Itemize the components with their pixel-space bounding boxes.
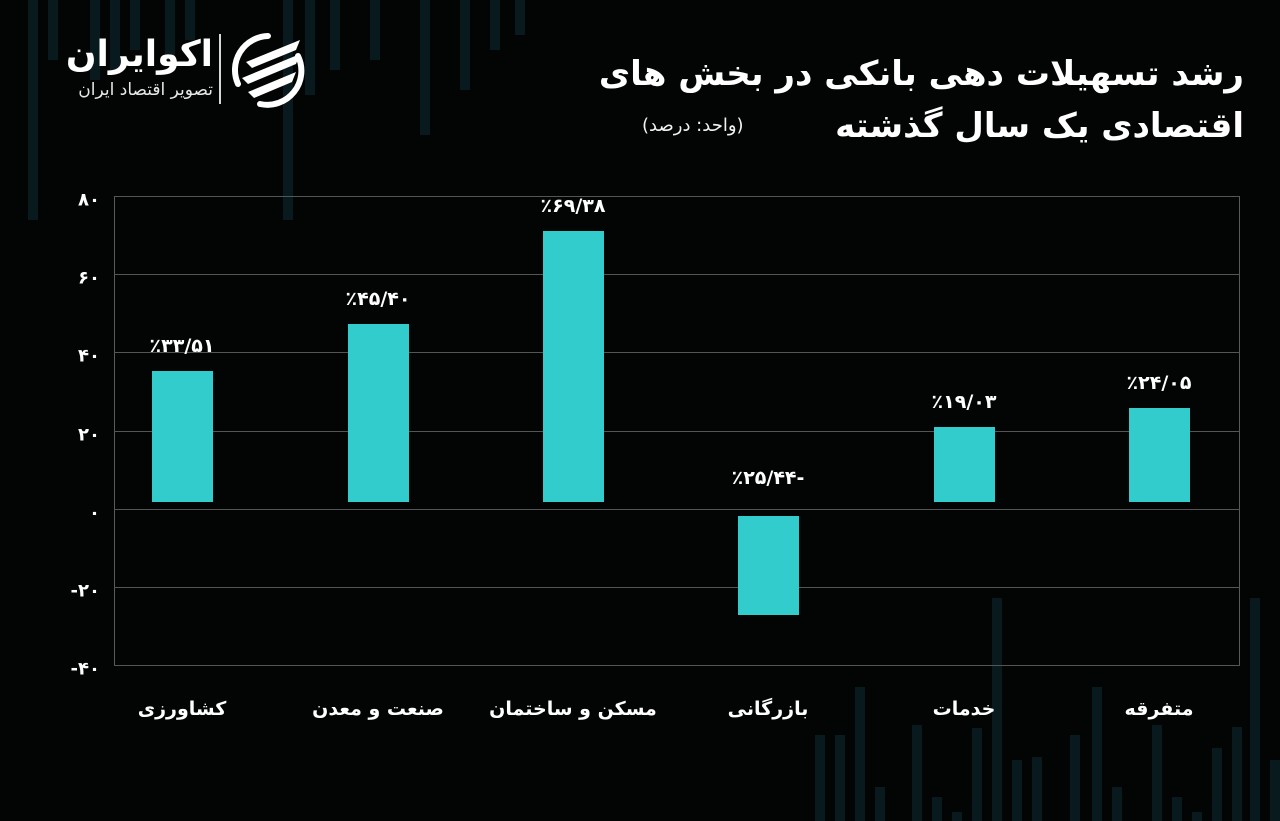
y-tick-label: ۲۰ <box>78 424 100 445</box>
decorative-bar <box>912 725 922 821</box>
decorative-bar <box>952 812 962 821</box>
decorative-bar <box>490 0 500 50</box>
plot-area: ٪۳۳/۵۱ ٪۴۵/۴۰ ٪۶۹/۳۸ ٪۲۵/۴۴- ٪۱۹/۰۳ ٪۲۴/۰۵ <box>114 194 1240 666</box>
logo-name: اکوایران <box>65 34 213 75</box>
bar-value-label: ٪۳۳/۵۱ <box>149 334 215 357</box>
decorative-bar <box>515 0 525 35</box>
x-category-label: خدمات <box>932 698 996 720</box>
bar-value-label: ٪۲۵/۴۴- <box>731 466 805 489</box>
gridline <box>114 508 1240 510</box>
bar-value-label: ٪۲۴/۰۵ <box>1126 371 1192 394</box>
title-line-1: رشد تسهیلات دهی بانکی در بخش های <box>598 54 1244 94</box>
decorative-bar <box>815 735 825 821</box>
gridline <box>114 196 1240 197</box>
logo-divider <box>219 34 221 104</box>
bar-value-label: ٪۴۵/۴۰ <box>345 288 411 311</box>
decorative-bar <box>420 0 430 135</box>
x-category-label: متفرقه <box>1124 698 1194 720</box>
decorative-bar <box>1112 787 1122 821</box>
ecoiran-stripes-logo-icon <box>231 33 305 108</box>
bar <box>738 515 799 616</box>
gridline <box>114 665 1240 666</box>
y-tick-label: ۶۰ <box>78 267 100 289</box>
y-tick-label: ۸۰ <box>78 189 100 211</box>
gridline <box>114 352 1240 354</box>
decorative-bar <box>1172 797 1182 821</box>
bar-value-label: ٪۶۹/۳۸ <box>540 194 606 217</box>
decorative-bar <box>1212 748 1222 821</box>
unit-label: (واحد: درصد) <box>642 115 744 136</box>
bar <box>543 230 604 502</box>
x-category-label: صنعت و معدن <box>312 698 444 720</box>
decorative-bar <box>305 0 315 95</box>
decorative-bar <box>875 787 885 821</box>
x-category-label: بازرگانی <box>727 698 809 720</box>
gridline <box>114 274 1240 276</box>
decorative-bar <box>1032 757 1042 821</box>
decorative-bar <box>932 797 942 821</box>
bar <box>934 427 995 502</box>
decorative-bar <box>28 0 38 220</box>
decorative-bar <box>1012 760 1022 821</box>
decorative-bar <box>1152 725 1162 821</box>
y-tick-label: -۲۰ <box>70 580 100 602</box>
title-line-2: اقتصادی یک سال گذشته <box>835 106 1244 146</box>
decorative-bar <box>330 0 340 70</box>
decorative-bar <box>1070 735 1080 821</box>
gridline <box>114 430 1240 432</box>
bar-value-label: ٪۱۹/۰۳ <box>931 391 997 414</box>
decorative-bar <box>1270 760 1280 821</box>
x-category-label: کشاورزی <box>137 698 227 720</box>
decorative-bar <box>1232 727 1242 821</box>
bar <box>348 324 409 502</box>
decorative-bar <box>370 0 380 60</box>
decorative-bar <box>972 728 982 821</box>
logo-tagline: تصویر اقتصاد ایران <box>78 80 213 100</box>
decorative-bar <box>1192 812 1202 821</box>
gridline <box>114 586 1240 588</box>
decorative-bar <box>460 0 470 90</box>
bar <box>1129 407 1190 502</box>
y-tick-label: ۴۰ <box>78 345 100 367</box>
decorative-bar <box>835 735 845 821</box>
x-category-label: مسکن و ساختمان <box>489 698 657 720</box>
chart-title: رشد تسهیلات دهی بانکی در بخش های اقتصادی… <box>599 48 1244 152</box>
y-tick-label: ۰ <box>89 502 100 524</box>
y-tick-label: -۴۰ <box>70 658 100 680</box>
bar <box>152 370 213 502</box>
